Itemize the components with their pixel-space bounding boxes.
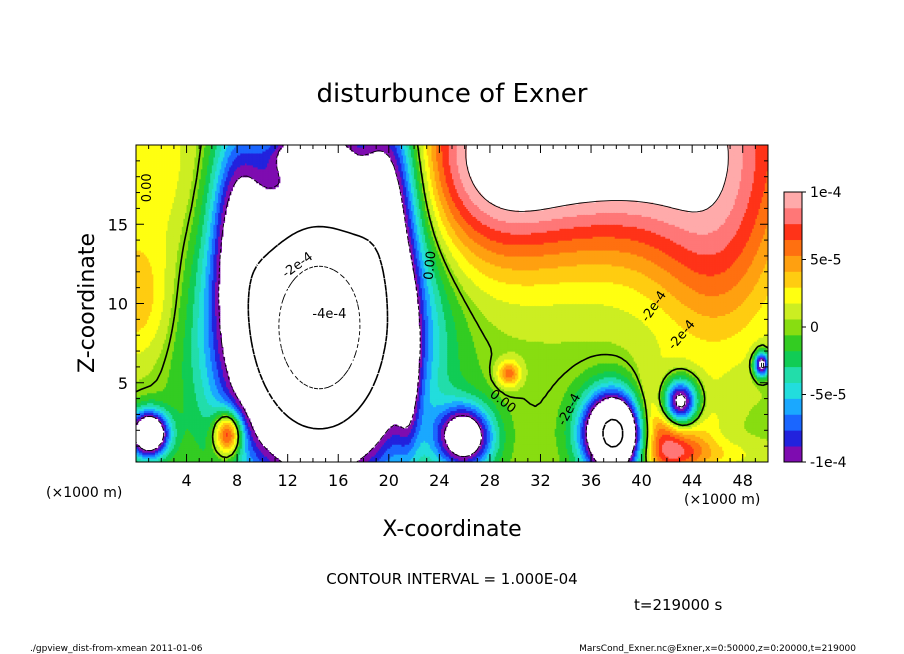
x-tick-label: 4 xyxy=(181,471,191,490)
colorbar-tick-label: 0 xyxy=(810,320,819,336)
contour-label: 0.00 xyxy=(422,250,440,280)
x-tick-label: 8 xyxy=(232,471,242,490)
colorbar-swatch xyxy=(784,351,802,367)
colorbar-swatch xyxy=(784,208,802,224)
chart-title: disturbunce of Exner xyxy=(317,79,588,109)
colorbar-swatch xyxy=(784,335,802,351)
colorbar-swatch xyxy=(784,287,802,303)
colorbar-swatch xyxy=(784,398,802,414)
y-tick-label: 10 xyxy=(108,295,128,314)
colorbar-swatch xyxy=(784,367,802,383)
colorbar-swatch xyxy=(784,224,802,240)
colorbar-swatch xyxy=(784,256,802,272)
x-tick-label: 24 xyxy=(429,471,449,490)
colorbar-swatch xyxy=(784,446,802,462)
x-tick-label: 20 xyxy=(379,471,399,490)
colorbar-tick-label: -1e-4 xyxy=(810,455,847,471)
x-tick-label: 16 xyxy=(328,471,348,490)
colorbar-swatch xyxy=(784,271,802,287)
x-tick-label: 32 xyxy=(530,471,550,490)
x-axis-label: X-coordinate xyxy=(382,517,521,542)
x-tick-label: 44 xyxy=(682,471,702,490)
colorbar-swatch xyxy=(784,240,802,256)
x-unit-right: (×1000 m) xyxy=(684,492,760,508)
x-tick-label: 12 xyxy=(278,471,298,490)
y-tick-label: 15 xyxy=(108,215,128,234)
colorbar-swatch xyxy=(784,192,802,208)
colorbar: 1e-4 5e-5 0 -5e-5 -1e-4 xyxy=(784,185,847,471)
x-unit-left: (×1000 m) xyxy=(46,485,122,501)
colorbar-swatch xyxy=(784,414,802,430)
colorbar-tick-label: -5e-5 xyxy=(810,388,847,404)
colorbar-swatch xyxy=(784,430,802,446)
colorbar-swatch xyxy=(784,319,802,335)
colorbar-tick-label: 1e-4 xyxy=(810,185,842,201)
footer-right: MarsCond_Exner.nc@Exner,x=0:50000,z=0:20… xyxy=(579,644,856,654)
footer-left: ./gpview_dist-from-xmean 2011-01-06 xyxy=(30,644,203,654)
x-tick-label: 48 xyxy=(733,471,753,490)
x-tick-label: 40 xyxy=(631,471,651,490)
y-tick-label: 5 xyxy=(118,374,128,393)
colorbar-tick-label: 5e-5 xyxy=(810,253,841,269)
x-tick-label: 28 xyxy=(480,471,500,490)
contour-interval-label: CONTOUR INTERVAL = 1.000E-04 xyxy=(326,570,577,588)
x-tick-label: 36 xyxy=(581,471,601,490)
contour-label: -4e-4 xyxy=(312,307,346,322)
y-axis-label: Z-coordinate xyxy=(75,233,100,373)
colorbar-swatch xyxy=(784,303,802,319)
time-label: t=219000 s xyxy=(634,596,722,614)
colorbar-swatch xyxy=(784,383,802,399)
contour-label: 0.00 xyxy=(140,173,155,202)
